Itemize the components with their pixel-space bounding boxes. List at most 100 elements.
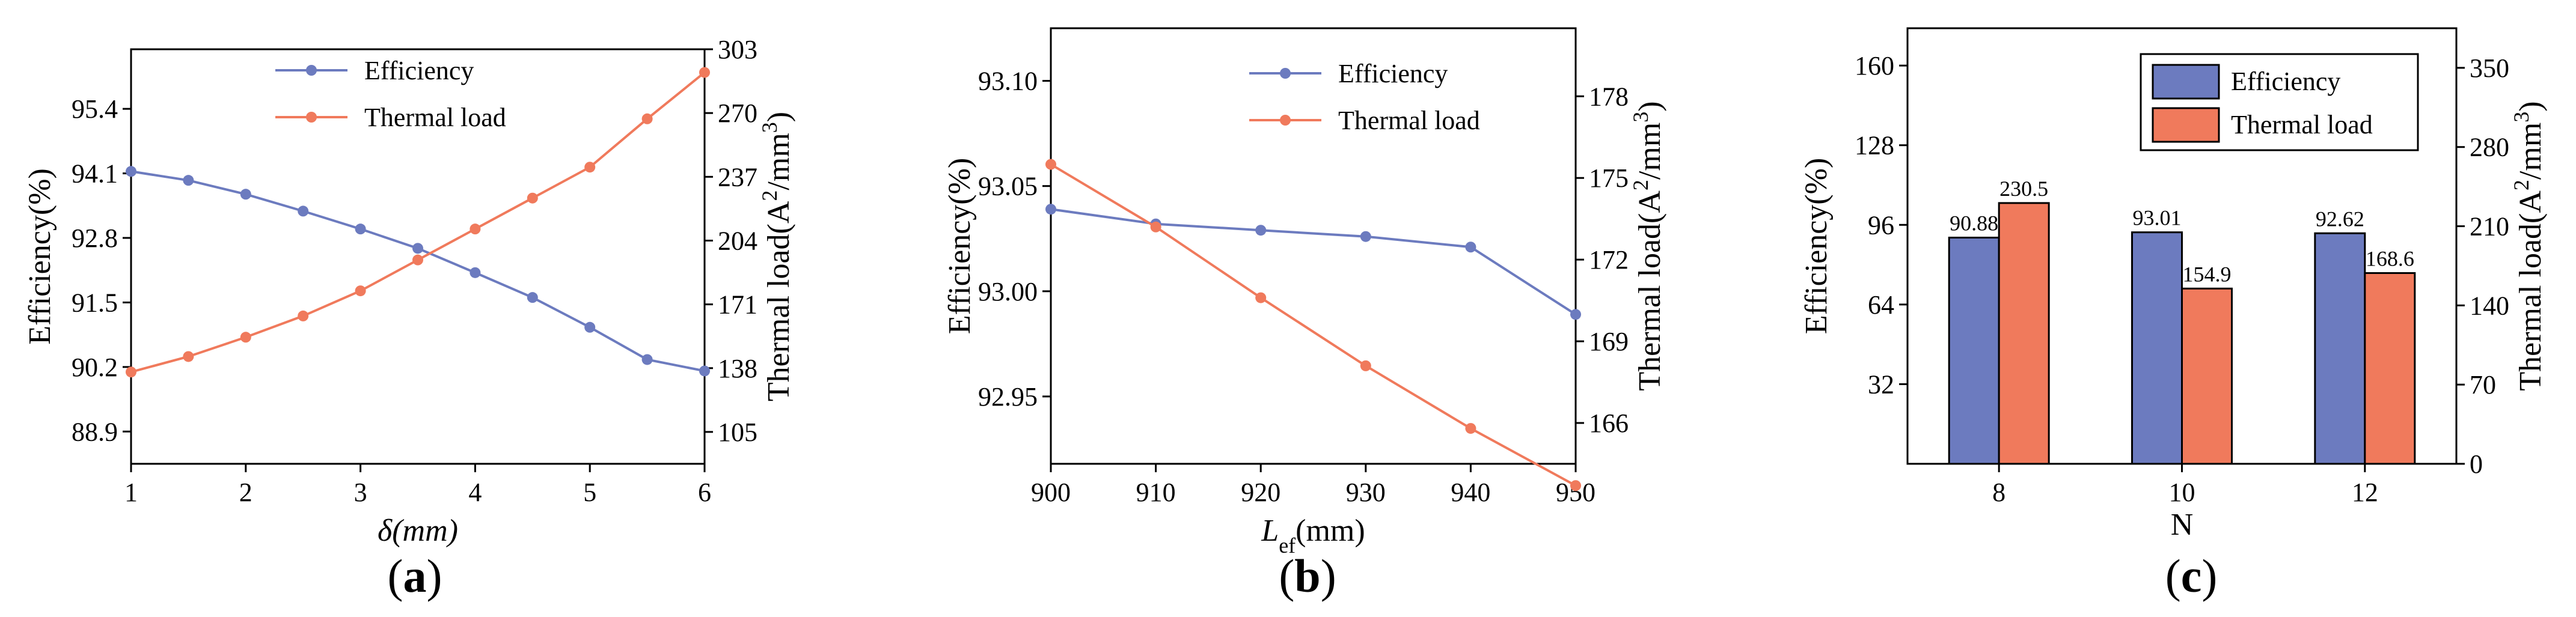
y2-tick-label: 204 bbox=[718, 226, 757, 255]
y-tick-label: 32 bbox=[1868, 369, 1894, 399]
x-tick-label: 4 bbox=[468, 478, 482, 507]
data-point bbox=[1150, 221, 1161, 233]
series-line-efficiency bbox=[1050, 208, 1577, 316]
x-tick-label: 910 bbox=[1136, 478, 1176, 507]
data-point bbox=[470, 267, 481, 278]
y-tick-label: 93.05 bbox=[978, 172, 1038, 201]
y-tick-label: 92.8 bbox=[72, 223, 118, 253]
x-tick-label: 900 bbox=[1031, 478, 1071, 507]
y-axis-label: Efficiency(%) bbox=[23, 168, 57, 345]
legend-label: Efficiency bbox=[2231, 67, 2340, 96]
y-tick-label: 95.4 bbox=[72, 94, 118, 124]
x-tick-label: 10 bbox=[2169, 478, 2195, 507]
legend-label: Efficiency bbox=[364, 56, 474, 85]
data-point bbox=[584, 321, 596, 333]
y2-tick-label: 270 bbox=[718, 99, 757, 128]
caption-c: (c) bbox=[2165, 550, 2218, 602]
plot-frame bbox=[130, 48, 706, 465]
bar-value-label: 93.01 bbox=[2133, 206, 2182, 230]
bar-value-label: 154.9 bbox=[2183, 262, 2232, 286]
data-point bbox=[412, 254, 423, 266]
y2-tick-label: 138 bbox=[718, 354, 757, 383]
x-tick-label: 6 bbox=[698, 478, 711, 507]
y-tick-label: 90.2 bbox=[72, 353, 118, 382]
data-point bbox=[298, 310, 309, 321]
data-point bbox=[126, 166, 136, 177]
caption-b: (b) bbox=[1279, 550, 1336, 602]
x-tick-label: 930 bbox=[1346, 478, 1386, 507]
y2-axis-label: Thermal load(A2/mm3) bbox=[1629, 101, 1667, 391]
legend-marker bbox=[1280, 68, 1291, 79]
bar-value-label: 90.88 bbox=[1950, 211, 1998, 235]
data-point bbox=[1465, 242, 1476, 253]
legend-marker bbox=[306, 65, 317, 76]
data-point bbox=[584, 162, 596, 173]
x-tick-label: 8 bbox=[1992, 478, 2005, 507]
legend-marker bbox=[1280, 115, 1291, 126]
data-point bbox=[126, 366, 136, 378]
caption-a: (a) bbox=[388, 550, 442, 602]
legend-label: Thermal load bbox=[1338, 106, 1480, 135]
bar-thermal-load bbox=[2181, 287, 2233, 465]
data-point bbox=[240, 189, 251, 200]
y-tick-label: 92.95 bbox=[978, 382, 1038, 412]
data-point bbox=[1045, 159, 1056, 170]
bar-thermal-load bbox=[1998, 202, 2050, 465]
bar-value-label: 230.5 bbox=[1999, 177, 2048, 201]
y2-axis-label: Thermal load(A2/mm3) bbox=[2509, 101, 2548, 391]
y2-tick-label: 175 bbox=[1589, 163, 1629, 193]
series-line-thermal-load bbox=[1050, 163, 1576, 487]
y2-axis-label: Thermal load(A2/mm3) bbox=[757, 112, 796, 401]
y2-tick-label: 140 bbox=[2470, 291, 2509, 320]
panel-b-chart: 900 910 920 930 940 95092.9593.0093.0593.1016… bbox=[943, 27, 1667, 558]
x-axis-label: Lef(mm) bbox=[1261, 514, 1365, 558]
data-point bbox=[641, 113, 653, 124]
data-point bbox=[355, 223, 366, 235]
data-point bbox=[240, 332, 251, 343]
data-point bbox=[183, 175, 194, 186]
data-point bbox=[1360, 231, 1371, 242]
bar-value-label: 168.6 bbox=[2366, 247, 2414, 271]
y2-tick-label: 172 bbox=[1589, 245, 1629, 275]
x-tick-label: 940 bbox=[1451, 478, 1490, 507]
bar-efficiency bbox=[1948, 236, 2000, 465]
y-axis-label: Efficiency(%) bbox=[1799, 158, 1834, 335]
y-tick-label: 160 bbox=[1855, 51, 1894, 81]
panel-a-chart: 1 2 3 4 5 6 88.9 90.2 91.5 92.8 94.1 95.4 105 138 171 2… bbox=[23, 35, 796, 548]
y-axis-label: Efficiency(%) bbox=[943, 158, 977, 335]
data-point bbox=[1570, 480, 1581, 491]
x-tick-label: 1 bbox=[124, 478, 138, 507]
data-point bbox=[355, 285, 366, 297]
x-tick-label: 920 bbox=[1241, 478, 1280, 507]
y2-tick-label: 166 bbox=[1589, 409, 1629, 438]
data-point bbox=[699, 365, 710, 377]
bar-efficiency bbox=[2131, 231, 2183, 465]
plot-frame bbox=[1050, 27, 1577, 465]
x-tick-label: 3 bbox=[354, 478, 367, 507]
y-tick-label: 94.1 bbox=[72, 159, 118, 189]
y-tick-label: 128 bbox=[1855, 131, 1894, 160]
y-tick-label: 64 bbox=[1868, 290, 1894, 320]
bar-thermal-load bbox=[2364, 272, 2416, 465]
x-tick-label: 12 bbox=[2352, 478, 2378, 507]
data-point bbox=[1570, 309, 1581, 320]
y2-tick-label: 210 bbox=[2470, 212, 2509, 242]
data-point bbox=[412, 243, 423, 254]
y2-tick-label: 350 bbox=[2470, 53, 2509, 83]
x-axis-label: N bbox=[2171, 508, 2194, 542]
series-line-efficiency bbox=[130, 170, 705, 372]
legend-swatch bbox=[2152, 107, 2220, 143]
y2-tick-label: 303 bbox=[718, 35, 757, 64]
legend-label: Thermal load bbox=[2231, 110, 2373, 139]
legend-marker bbox=[306, 112, 317, 123]
data-point bbox=[470, 223, 481, 235]
data-point bbox=[699, 67, 710, 78]
y-tick-label: 96 bbox=[1868, 210, 1894, 240]
data-point bbox=[1360, 360, 1371, 371]
y2-tick-label: 237 bbox=[718, 162, 757, 192]
y2-tick-label: 0 bbox=[2470, 449, 2483, 479]
y2-tick-label: 105 bbox=[718, 418, 757, 447]
data-point bbox=[1045, 204, 1056, 215]
y2-tick-label: 178 bbox=[1589, 82, 1629, 111]
